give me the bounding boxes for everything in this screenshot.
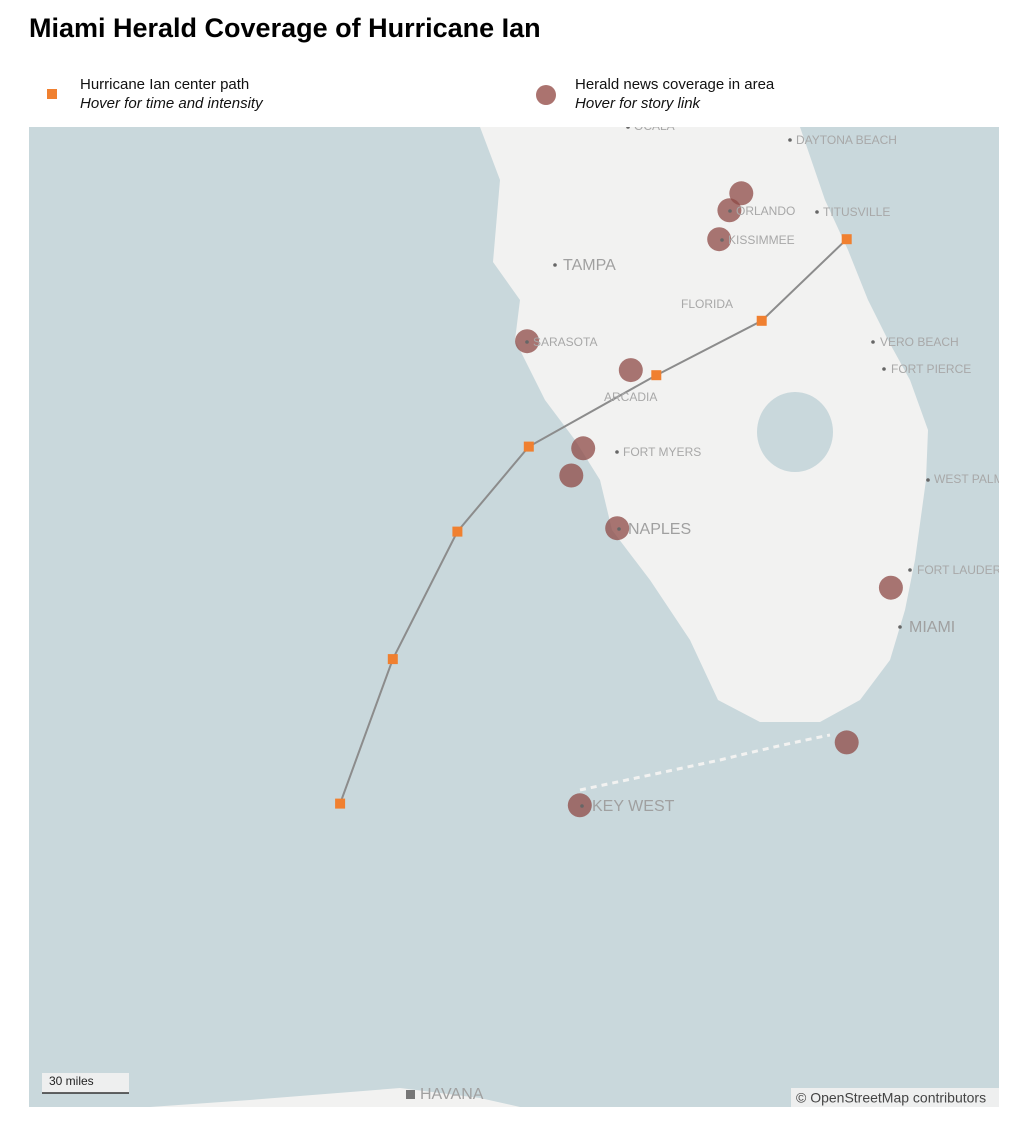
city-label: MIAMI [909, 619, 955, 636]
city-labels: OCALA DAYTONA BEACH ORLANDO TITUSVILLE K… [406, 119, 1018, 1103]
city-label: FORT MYERS [623, 445, 701, 459]
land [150, 1088, 520, 1107]
legend-label: Herald news coverage in area [575, 76, 775, 93]
coverage-marker[interactable] [559, 463, 584, 488]
title: Miami Herald Coverage of Hurricane Ian [29, 13, 541, 43]
city-label: KISSIMMEE [728, 233, 795, 247]
hurricane-path-point[interactable] [335, 798, 346, 809]
coverage-marker[interactable] [834, 730, 859, 755]
city-label: OCALA [634, 119, 675, 133]
city-label: VERO BEACH [880, 335, 959, 349]
city-label: FORT PIERCE [891, 362, 971, 376]
city-label: SARASOTA [533, 335, 597, 349]
attribution-bg [791, 1088, 999, 1107]
land [480, 127, 928, 722]
coverage-marker[interactable] [618, 358, 643, 383]
coverage-marker[interactable] [729, 181, 754, 206]
city-label: TAMPA [563, 257, 616, 274]
keys [579, 733, 831, 792]
hurricane-path-point[interactable] [452, 526, 463, 537]
legend-hint: Hover for time and intensity [80, 95, 264, 112]
city-label: TITUSVILLE [823, 205, 890, 219]
hurricane-path-point[interactable] [651, 370, 662, 381]
city-label: FLORIDA [681, 297, 733, 311]
city-label: NAPLES [628, 521, 691, 538]
coverage-marker[interactable] [567, 793, 592, 818]
coverage-marker[interactable] [571, 436, 596, 461]
lake [757, 392, 833, 472]
coverage-marker[interactable] [707, 227, 732, 252]
hurricane-path-point[interactable] [523, 441, 534, 452]
map: OCALA DAYTONA BEACH ORLANDO TITUSVILLE K… [29, 119, 1018, 1107]
hurricane-path-point[interactable] [756, 315, 767, 326]
city-label: DAYTONA BEACH [796, 133, 897, 147]
hurricane-path-point[interactable] [841, 234, 852, 245]
attribution: © OpenStreetMap contributors [796, 1090, 986, 1106]
city-label: ORLANDO [736, 204, 795, 218]
city-label: ARCADIA [604, 390, 657, 404]
city-label: FORT LAUDERDALE [917, 563, 1018, 577]
scale-label: 30 miles [49, 1074, 94, 1088]
hurricane-path-point[interactable] [387, 654, 398, 665]
city-label: HAVANA [420, 1086, 484, 1103]
city-label: KEY WEST [592, 798, 675, 815]
coverage-marker[interactable] [605, 516, 630, 541]
city-label: WEST PALM [934, 472, 1004, 486]
coverage-marker[interactable] [878, 575, 903, 600]
legend-label: Hurricane Ian center path [80, 76, 249, 93]
legend-hint: Hover for story link [575, 95, 702, 112]
legend-swatch [536, 85, 556, 105]
legend-swatch [47, 89, 57, 99]
scale-bg [42, 1073, 129, 1093]
